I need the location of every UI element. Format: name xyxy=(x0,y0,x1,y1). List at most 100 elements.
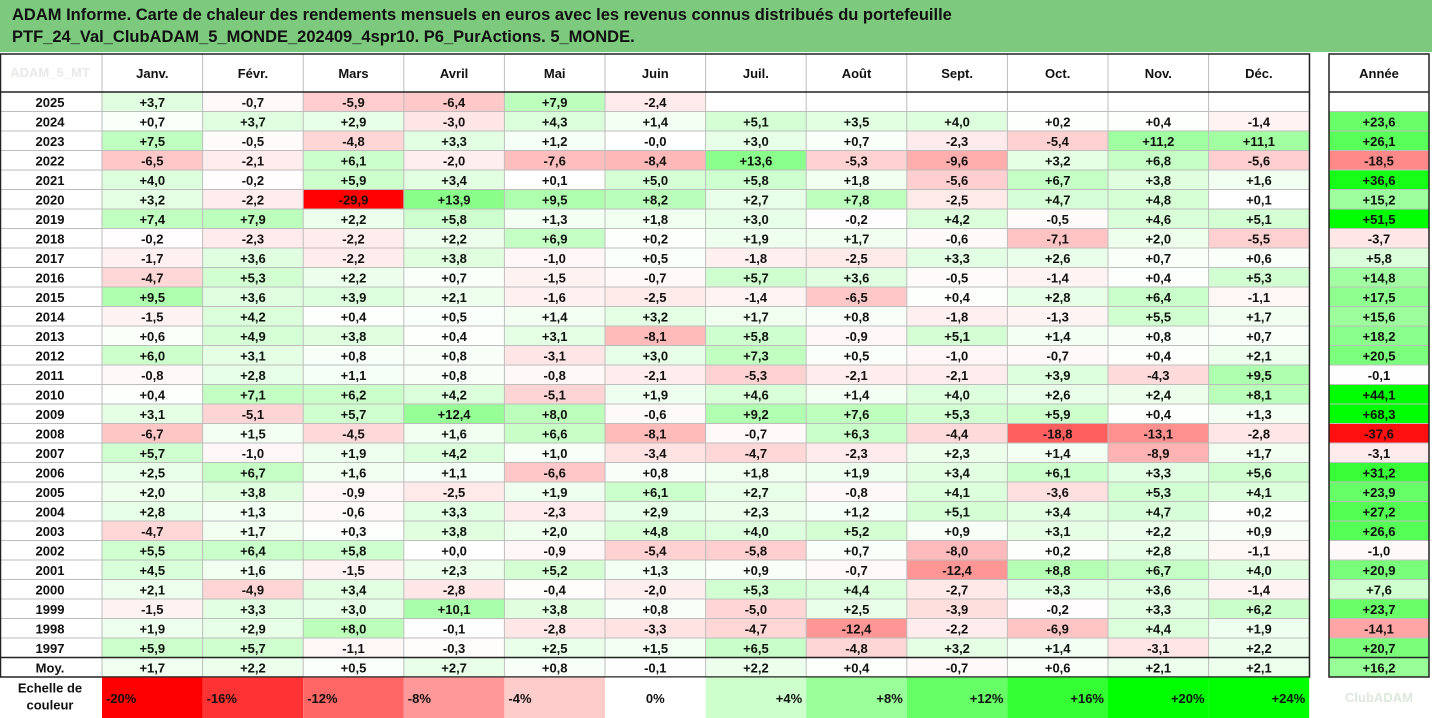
cell-value: -2,2 xyxy=(342,251,364,266)
annual-cell xyxy=(1329,501,1429,521)
cell-value: +2,2 xyxy=(1145,524,1171,539)
heat-cell xyxy=(1007,423,1108,443)
cell-value: -0,7 xyxy=(644,270,666,285)
annual-cell xyxy=(1329,599,1429,619)
heat-cell xyxy=(705,657,807,677)
heat-cell xyxy=(102,189,203,209)
heat-cell xyxy=(1208,189,1310,209)
cell-value: +3,6 xyxy=(844,270,870,285)
heat-cell xyxy=(605,540,706,560)
annual-value: -14,1 xyxy=(1364,621,1394,636)
cell-value: -0,6 xyxy=(946,231,968,246)
cell-value: +0,4 xyxy=(1145,270,1171,285)
heat-cell xyxy=(1108,170,1209,190)
year-label: 2023 xyxy=(36,134,65,149)
scale-value: +16% xyxy=(1070,691,1104,706)
cell-value: -6,6 xyxy=(543,465,565,480)
cell-value: +4,0 xyxy=(743,524,769,539)
year-label: 2018 xyxy=(36,231,65,246)
cell-value: +1,3 xyxy=(1246,407,1272,422)
annual-cell xyxy=(1329,404,1429,424)
heat-cell xyxy=(303,150,404,170)
cell-value: -0,4 xyxy=(543,582,566,597)
heat-cell xyxy=(1108,131,1209,151)
annual-cell xyxy=(1329,560,1429,580)
heat-cell xyxy=(403,345,505,365)
heat-cell xyxy=(906,482,1008,502)
cell-value: +0,8 xyxy=(844,309,870,324)
cell-value: +0,6 xyxy=(1246,251,1272,266)
cell-value: +1,8 xyxy=(844,173,870,188)
heat-cell xyxy=(303,306,404,326)
heat-cell xyxy=(202,170,304,190)
cell-value: -1,5 xyxy=(141,309,163,324)
cell-value: -2,7 xyxy=(946,582,968,597)
annual-value: +44,1 xyxy=(1363,387,1396,402)
cell-value: -6,9 xyxy=(1046,621,1068,636)
heat-cell xyxy=(1108,423,1209,443)
heat-cell xyxy=(906,248,1008,268)
heat-cell xyxy=(403,189,505,209)
heat-cell xyxy=(102,560,203,580)
cell-value: -3,0 xyxy=(443,114,465,129)
heat-cell xyxy=(303,462,404,482)
heat-cell xyxy=(806,111,907,131)
cell-value: +2,9 xyxy=(240,621,266,636)
heat-cell xyxy=(403,560,505,580)
heat-cell xyxy=(303,657,404,677)
cell-value: +1,9 xyxy=(139,621,165,636)
cell-value: +0,4 xyxy=(1145,348,1171,363)
annual-cell xyxy=(1329,540,1429,560)
annual-value: +7,6 xyxy=(1366,582,1392,597)
heat-cell xyxy=(906,189,1008,209)
heat-cell xyxy=(906,384,1008,404)
cell-value: -0,5 xyxy=(242,134,264,149)
heat-cell xyxy=(605,579,706,599)
cell-value: +1,1 xyxy=(441,465,467,480)
heat-cell xyxy=(1108,209,1209,229)
cell-value: -2,1 xyxy=(644,368,666,383)
cell-value: +5,5 xyxy=(139,543,165,558)
cell-value: -2,5 xyxy=(946,192,968,207)
cell-value: +1,9 xyxy=(1246,621,1272,636)
heat-cell xyxy=(806,150,907,170)
cell-value: -8,1 xyxy=(644,329,666,344)
heat-cell xyxy=(1007,599,1108,619)
scale-swatch xyxy=(1208,677,1310,718)
heat-cell xyxy=(1007,365,1108,385)
heat-cell xyxy=(202,521,304,541)
heat-cell xyxy=(202,306,304,326)
year-label: 2017 xyxy=(36,251,65,266)
annual-cell xyxy=(1329,657,1429,677)
heat-cell xyxy=(202,365,304,385)
heat-cell xyxy=(303,521,404,541)
heat-cell xyxy=(806,560,907,580)
cell-value: +6,1 xyxy=(341,153,367,168)
year-label: 2001 xyxy=(36,563,65,578)
heat-cell xyxy=(1007,248,1108,268)
title-line-2: PTF_24_Val_ClubADAM_5_MONDE_202409_4spr1… xyxy=(12,28,635,46)
heat-cell xyxy=(102,111,203,131)
cell-value: +9,2 xyxy=(743,407,769,422)
heat-cell xyxy=(303,287,404,307)
cell-value: +3,8 xyxy=(1145,173,1171,188)
cell-value: +5,1 xyxy=(743,114,769,129)
heat-cell xyxy=(504,482,605,502)
heat-cell xyxy=(403,306,505,326)
heat-cell xyxy=(705,287,807,307)
heat-cell xyxy=(1007,170,1108,190)
heat-cell xyxy=(1108,404,1209,424)
heat-cell xyxy=(705,384,807,404)
month-header: Janv. xyxy=(136,66,168,81)
heat-cell xyxy=(303,131,404,151)
cell-value: +3,5 xyxy=(844,114,870,129)
cell-value: +3,8 xyxy=(240,485,266,500)
heat-cell xyxy=(202,345,304,365)
cell-value: -2,1 xyxy=(946,368,968,383)
cell-value: +3,8 xyxy=(542,602,568,617)
heat-cell xyxy=(1007,384,1108,404)
corner-label: ADAM_5_MT xyxy=(10,65,90,80)
heat-cell xyxy=(605,209,706,229)
heat-cell xyxy=(906,209,1008,229)
heat-cell xyxy=(403,423,505,443)
